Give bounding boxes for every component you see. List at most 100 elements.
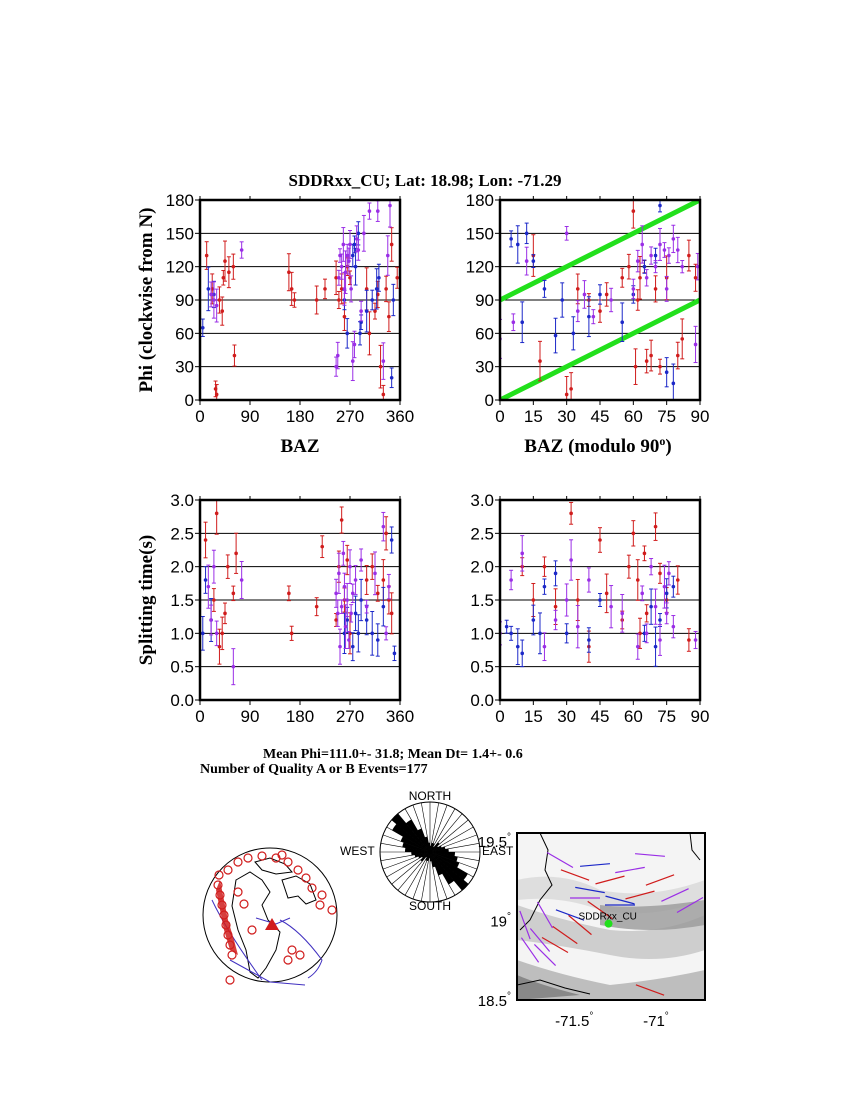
data-point xyxy=(598,538,602,542)
y-tick-label: 2.0 xyxy=(470,558,494,577)
plot-frame xyxy=(198,198,402,402)
split-direction-bar xyxy=(555,909,585,921)
data-point xyxy=(287,591,291,596)
data-point xyxy=(531,598,536,602)
data-point xyxy=(569,558,573,562)
data-point xyxy=(334,275,338,280)
data-point xyxy=(342,584,347,589)
data-point xyxy=(203,538,208,542)
data-point xyxy=(604,292,609,297)
data-point xyxy=(364,578,369,582)
event-marker xyxy=(315,900,325,910)
y-tick-label: 150 xyxy=(466,224,494,243)
data-point xyxy=(693,638,698,642)
data-point xyxy=(653,253,658,258)
data-point xyxy=(662,584,667,589)
rose-petal xyxy=(411,852,430,856)
plot-frame xyxy=(198,498,402,702)
y-tick-label: 2.0 xyxy=(170,558,194,577)
data-point xyxy=(214,392,219,397)
data-point xyxy=(339,264,344,269)
rose-petal xyxy=(430,852,443,876)
data-point xyxy=(212,564,216,569)
x-tick-label: 0 xyxy=(195,707,204,726)
data-point xyxy=(687,638,691,642)
data-point xyxy=(553,333,558,338)
data-point xyxy=(287,270,291,275)
event-marker xyxy=(327,905,337,915)
data-point xyxy=(515,242,520,247)
data-point xyxy=(334,591,338,596)
data-point xyxy=(385,253,390,258)
data-point xyxy=(642,551,647,556)
data-point xyxy=(335,611,340,616)
data-point xyxy=(509,237,513,241)
rose-petal xyxy=(430,852,468,881)
data-point xyxy=(638,275,642,280)
data-point xyxy=(338,644,342,649)
data-point xyxy=(384,531,388,536)
topography-band xyxy=(600,900,705,930)
event-marker xyxy=(317,890,327,900)
topography-band xyxy=(517,905,705,959)
data-point xyxy=(587,314,591,319)
baz-mod90-label-text: BAZ (modulo 90 xyxy=(524,436,659,457)
y-tick-label: 2.5 xyxy=(470,524,494,543)
data-point xyxy=(381,392,386,397)
data-point xyxy=(658,203,662,208)
x-tick-label: 75 xyxy=(657,707,676,726)
degree-superscript: o xyxy=(659,434,665,448)
rose-petal xyxy=(430,852,455,857)
x-tick-label: 90 xyxy=(691,707,710,726)
data-point xyxy=(353,264,358,269)
data-point xyxy=(569,387,573,391)
rose-east-label: EAST xyxy=(482,844,514,858)
data-point xyxy=(375,209,380,213)
data-point xyxy=(575,287,580,291)
split-direction-bar xyxy=(575,886,605,894)
data-point xyxy=(598,598,602,602)
data-point xyxy=(542,287,547,291)
x-tick-label: 45 xyxy=(591,707,610,726)
data-point xyxy=(239,248,244,252)
data-point xyxy=(349,611,353,616)
split-direction-bar xyxy=(645,874,675,886)
x-tick-label: 180 xyxy=(286,407,314,426)
phi-vs-baz-plot: 0 30 60 90 120 150 180 0 90 180 270 360 xyxy=(166,191,415,426)
data-point xyxy=(388,203,392,208)
data-point xyxy=(658,364,662,369)
data-point xyxy=(221,275,226,280)
rose-petal xyxy=(405,819,430,852)
data-point xyxy=(345,253,350,258)
dt-vs-baz-mod90-plot: 0.0 0.5 1.0 1.5 2.0 2.5 3.0 0 15 30 45 60 75 90 xyxy=(470,491,709,726)
data-point xyxy=(370,298,375,302)
data-point xyxy=(364,287,369,291)
data-point xyxy=(384,631,388,636)
data-point xyxy=(323,287,327,291)
data-point xyxy=(359,558,363,562)
rose-petal xyxy=(414,852,430,858)
data-layer xyxy=(500,501,698,668)
data-point xyxy=(664,370,669,375)
event-marker xyxy=(283,857,293,867)
data-point xyxy=(334,618,338,622)
map-layer: SDDRxx_CU xyxy=(517,833,705,1000)
event-marker xyxy=(239,899,249,909)
split-direction-bar xyxy=(587,900,613,920)
data-point xyxy=(292,298,297,302)
data-point xyxy=(520,320,525,325)
data-point xyxy=(389,538,394,542)
split-direction-bar xyxy=(580,863,610,867)
rose-petal xyxy=(426,852,430,862)
data-point xyxy=(649,253,653,258)
fast-axis-rose-diagram: NORTH SOUTH WEST EAST xyxy=(340,789,514,913)
data-point xyxy=(220,631,225,636)
x-tick-label: 15 xyxy=(524,707,543,726)
data-point xyxy=(209,292,213,297)
data-point xyxy=(587,638,591,642)
data-point xyxy=(635,644,640,649)
rose-petal xyxy=(421,852,430,859)
data-point xyxy=(638,631,642,636)
continent-outline xyxy=(254,857,293,875)
y-tick-label: 1.0 xyxy=(470,624,494,643)
